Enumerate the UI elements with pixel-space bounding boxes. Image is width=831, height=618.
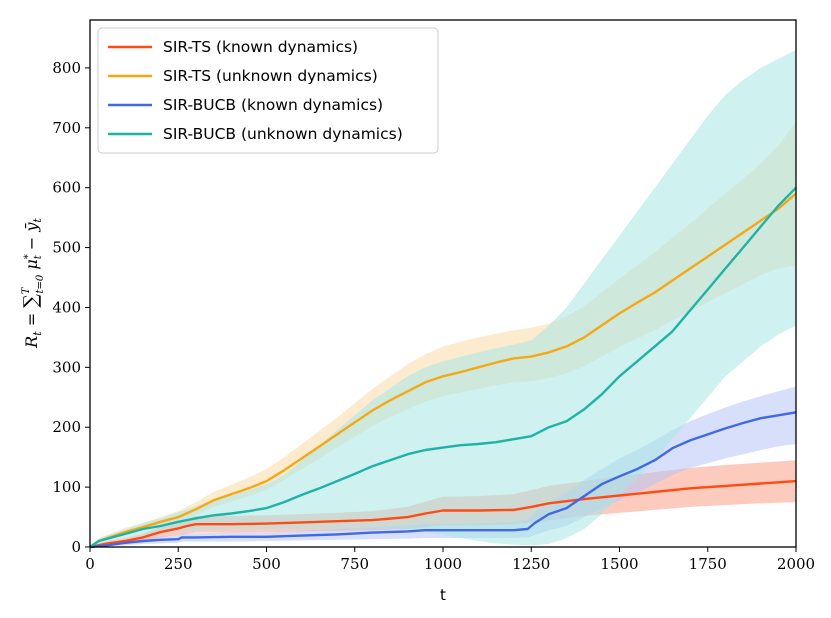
- x-tick-label: 500: [252, 555, 281, 573]
- line-sir-bucb-unknown-dynamics: [89, 186, 797, 548]
- x-tick-label: 250: [164, 555, 193, 573]
- x-tick-label: 1000: [424, 555, 462, 573]
- y-tick-label: 300: [52, 358, 81, 376]
- x-tick-label: 0: [85, 555, 95, 573]
- y-tick-label: 100: [52, 478, 81, 496]
- x-tick-label: 750: [340, 555, 369, 573]
- legend: SIR-TS (known dynamics) SIR-TS (unknown d…: [97, 27, 439, 154]
- line-sir-bucb-known-dynamics: [89, 411, 797, 549]
- y-tick-label: 800: [52, 59, 81, 77]
- y-tick-label: 500: [52, 239, 81, 257]
- y-tick-label: 700: [52, 119, 81, 137]
- y-tick-label: 600: [52, 179, 81, 197]
- legend-label-sir-ts-unknown-dynamics: SIR-TS (unknown dynamics): [163, 67, 378, 85]
- confidence-bands: [90, 49, 796, 548]
- legend-box: [97, 27, 439, 154]
- y-tick-label: 0: [71, 538, 81, 556]
- legend-label-sir-ts-known-dynamics: SIR-TS (known dynamics): [163, 38, 358, 56]
- band-sir-bucb-known-dynamics: [90, 386, 796, 547]
- x-axis-ticks: 0 250 500 750 1000 1250 1500 1750 2000: [85, 547, 815, 573]
- y-tick-label: 200: [52, 418, 81, 436]
- legend-label-sir-bucb-known-dynamics: SIR-BUCB (known dynamics): [163, 96, 383, 114]
- y-axis-label: Rt = ∑T t=0 μ*t − ȳt: [20, 218, 46, 349]
- y-axis-ticks: 0 100 200 300 400 500 600 700 800: [52, 59, 90, 556]
- x-tick-label: 1500: [600, 555, 638, 573]
- line-sir-ts-unknown-dynamics: [89, 192, 797, 548]
- series-lines: [89, 186, 797, 549]
- band-sir-bucb-unknown-dynamics: [90, 49, 796, 548]
- line-sir-ts-known-dynamics: [89, 479, 797, 549]
- x-axis-label: t: [440, 586, 446, 604]
- x-tick-label: 1750: [689, 555, 727, 573]
- x-tick-label: 2000: [777, 555, 815, 573]
- y-tick-label: 400: [52, 298, 81, 316]
- legend-label-sir-bucb-unknown-dynamics: SIR-BUCB (unknown dynamics): [163, 125, 403, 143]
- x-tick-label: 1250: [512, 555, 550, 573]
